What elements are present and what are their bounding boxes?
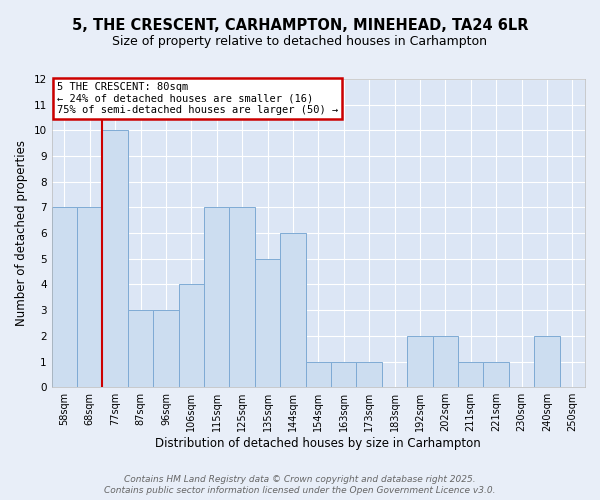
- Bar: [331, 362, 356, 387]
- Bar: [255, 259, 280, 387]
- Bar: [280, 233, 305, 387]
- Bar: [433, 336, 458, 387]
- Bar: [103, 130, 128, 387]
- Text: 5 THE CRESCENT: 80sqm
← 24% of detached houses are smaller (16)
75% of semi-deta: 5 THE CRESCENT: 80sqm ← 24% of detached …: [57, 82, 338, 116]
- Bar: [204, 208, 229, 387]
- Bar: [407, 336, 433, 387]
- Bar: [128, 310, 153, 387]
- Bar: [77, 208, 103, 387]
- Bar: [52, 208, 77, 387]
- Bar: [179, 284, 204, 387]
- Y-axis label: Number of detached properties: Number of detached properties: [15, 140, 28, 326]
- Text: Contains public sector information licensed under the Open Government Licence v3: Contains public sector information licen…: [104, 486, 496, 495]
- Bar: [229, 208, 255, 387]
- Bar: [534, 336, 560, 387]
- Bar: [458, 362, 484, 387]
- Bar: [484, 362, 509, 387]
- Bar: [153, 310, 179, 387]
- Text: Contains HM Land Registry data © Crown copyright and database right 2025.: Contains HM Land Registry data © Crown c…: [124, 475, 476, 484]
- Bar: [356, 362, 382, 387]
- Text: 5, THE CRESCENT, CARHAMPTON, MINEHEAD, TA24 6LR: 5, THE CRESCENT, CARHAMPTON, MINEHEAD, T…: [72, 18, 528, 32]
- Text: Size of property relative to detached houses in Carhampton: Size of property relative to detached ho…: [113, 35, 487, 48]
- Bar: [305, 362, 331, 387]
- X-axis label: Distribution of detached houses by size in Carhampton: Distribution of detached houses by size …: [155, 437, 481, 450]
